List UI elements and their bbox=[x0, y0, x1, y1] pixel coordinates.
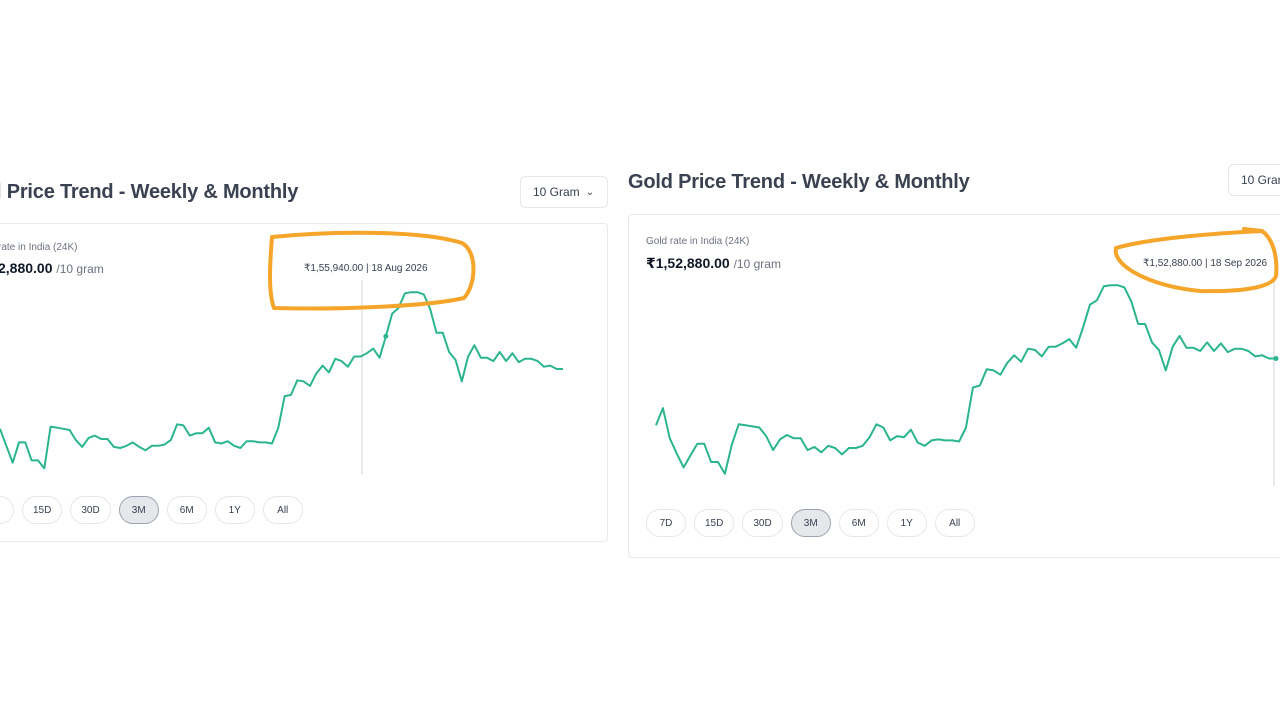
range-button-3m[interactable]: 3M bbox=[790, 509, 831, 537]
range-button-all[interactable]: All bbox=[934, 509, 975, 537]
price-chart-card bbox=[628, 214, 1280, 558]
range-button-1y[interactable]: 1Y bbox=[214, 496, 255, 524]
range-selector: 7D 15D 30D 3M 6M 1Y All bbox=[646, 509, 975, 537]
highlight-circle bbox=[268, 230, 476, 311]
range-button-all[interactable]: All bbox=[262, 496, 303, 524]
unit-select-value: 10 Gran bbox=[1241, 173, 1280, 187]
chevron-down-icon: ⌄ bbox=[585, 186, 595, 198]
price-series-line bbox=[655, 284, 1276, 475]
rate-unit: /10 gram bbox=[56, 262, 104, 276]
unit-select[interactable]: 10 Gram ⌄ bbox=[520, 176, 608, 208]
price-line-chart[interactable] bbox=[618, 200, 1280, 500]
rate-value: ₹1,52,880.00 /10 gram bbox=[646, 255, 781, 272]
range-button-6m[interactable]: 6M bbox=[838, 509, 879, 537]
page-title: Gold Price Trend - Weekly & Monthly bbox=[628, 171, 970, 193]
page-title: l Price Trend - Weekly & Monthly bbox=[0, 181, 299, 203]
highlight-circle bbox=[1113, 227, 1279, 294]
chart-tooltip: ₹1,52,880.00 | 18 Sep 2026 bbox=[1143, 258, 1268, 269]
right-screenshot-panel: Gold Price Trend - Weekly & Monthly 10 G… bbox=[618, 0, 1280, 720]
rate-label: rate in India (24K) bbox=[0, 242, 78, 253]
unit-select[interactable]: 10 Gran bbox=[1228, 164, 1280, 196]
hover-point bbox=[1273, 356, 1279, 362]
hover-point bbox=[383, 333, 389, 339]
range-button-3m[interactable]: 3M bbox=[118, 496, 159, 524]
rate-label: Gold rate in India (24K) bbox=[646, 236, 750, 247]
range-button-30d[interactable]: 30D bbox=[70, 496, 111, 524]
price-line-chart[interactable] bbox=[0, 200, 618, 500]
left-screenshot-panel: l Price Trend - Weekly & Monthly 10 Gram… bbox=[0, 0, 618, 720]
unit-select-value: 10 Gram bbox=[533, 185, 580, 199]
range-button-6m[interactable]: 6M bbox=[166, 496, 207, 524]
range-button-15d[interactable]: 15D bbox=[22, 496, 63, 524]
rate-unit: /10 gram bbox=[733, 257, 781, 271]
rate-amount: ₹1,52,880.00 bbox=[646, 255, 730, 271]
price-series-line bbox=[0, 291, 563, 470]
chart-tooltip: ₹1,55,940.00 | 18 Aug 2026 bbox=[304, 263, 428, 274]
rate-amount: 2,880.00 bbox=[0, 260, 53, 276]
range-button-15d[interactable]: 15D bbox=[694, 509, 735, 537]
range-button-1y[interactable]: 1Y bbox=[886, 509, 927, 537]
range-button-30d[interactable]: 30D bbox=[742, 509, 783, 537]
range-button-7d[interactable]: 7D bbox=[646, 509, 686, 537]
rate-value: 2,880.00 /10 gram bbox=[0, 260, 104, 276]
